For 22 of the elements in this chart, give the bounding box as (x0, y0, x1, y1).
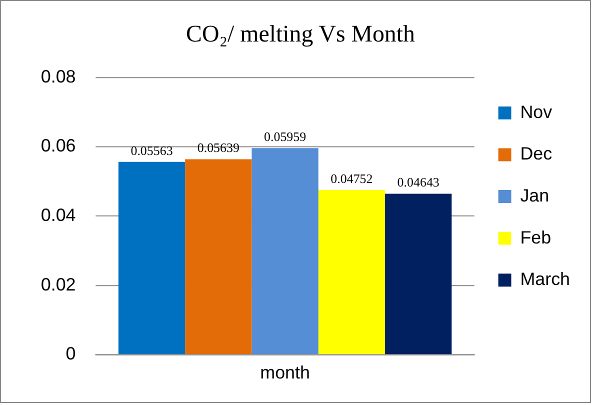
data-label: 0.05563 (130, 142, 173, 158)
chart-title: CO₂/ melting Vs Month (186, 22, 416, 48)
legend-label: Feb (520, 227, 552, 248)
legend-label: March (520, 269, 570, 290)
x-tick-label: month (260, 362, 310, 382)
y-tick-label: 0.08 (40, 66, 76, 86)
data-label: 0.05959 (264, 129, 306, 144)
bar (385, 194, 452, 354)
y-tick-label: 0 (66, 344, 76, 364)
y-tick-label: 0.04 (40, 204, 76, 225)
data-label: 0.04752 (330, 170, 373, 186)
legend-label: Nov (520, 102, 552, 122)
y-tick-label: 0.02 (40, 274, 76, 294)
bar (318, 190, 386, 354)
data-label: 0.05639 (197, 140, 240, 156)
bar (118, 162, 186, 354)
bar (185, 159, 252, 354)
y-tick-label: 0.06 (40, 136, 76, 156)
legend-label: Dec (520, 144, 552, 164)
bar (252, 148, 318, 354)
data-label: 0.04643 (397, 174, 440, 190)
legend-label: Jan (520, 185, 550, 206)
